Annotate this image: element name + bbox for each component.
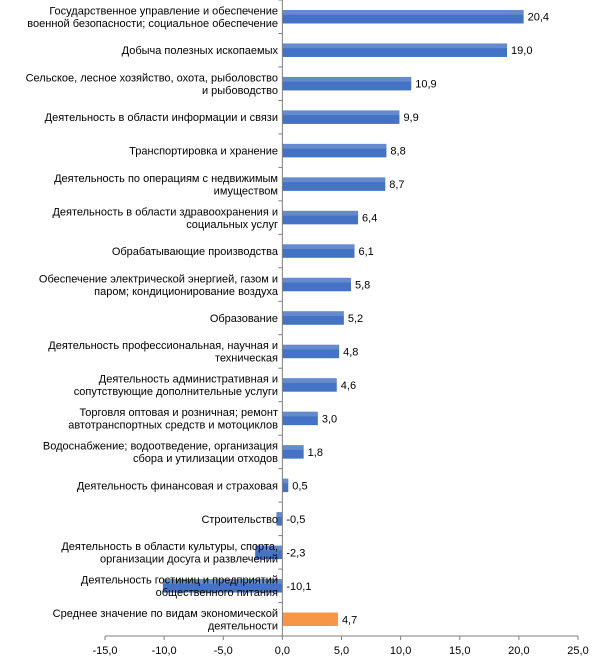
category-label: общественного питания — [156, 587, 278, 599]
x-tick-label: 20,0 — [508, 645, 529, 657]
bar-shine — [282, 378, 337, 383]
value-label: 4,7 — [342, 614, 357, 626]
value-label: 20,4 — [528, 12, 549, 24]
value-label: 9,9 — [403, 112, 418, 124]
bar — [282, 9, 524, 24]
x-tick-label: -10,0 — [152, 645, 177, 657]
category-label: Деятельность в области культуры, спорта, — [61, 541, 278, 553]
category-label: техническая — [215, 353, 278, 365]
value-label: -2,3 — [286, 547, 305, 559]
category-label: сбора и утилизации отходов — [133, 453, 278, 465]
bar-shine — [282, 411, 318, 417]
bar-shine — [162, 579, 283, 584]
category-label: деятельности — [208, 621, 278, 633]
value-label: 8,8 — [390, 146, 405, 158]
category-label: Обрабатывающие производства — [112, 246, 279, 258]
bar — [282, 244, 355, 258]
bar — [282, 43, 508, 57]
category-label: Водоснабжение; водоотведение, организаци… — [43, 441, 278, 453]
value-label: 19,0 — [511, 45, 532, 57]
category-label: Деятельность профессиональная, научная и — [48, 340, 278, 352]
x-tick-label: 5,0 — [334, 645, 349, 657]
value-label: 10,9 — [415, 79, 436, 91]
bar-shine — [282, 110, 400, 116]
bar — [282, 143, 387, 158]
category-label: Добыча полезных ископаемых — [122, 45, 279, 57]
bar — [282, 378, 337, 392]
value-label: 8,7 — [389, 179, 404, 191]
category-label: Сельское, лесное хозяйство, охота, рыбол… — [26, 72, 278, 84]
bar-shine — [282, 244, 355, 250]
category-label: организации досуга и развлечений — [100, 554, 278, 566]
category-label: сопутствующие дополнительные услуги — [74, 386, 278, 398]
bar-shine — [282, 344, 340, 350]
bar — [282, 177, 386, 191]
bar — [282, 110, 400, 124]
bar-shine — [282, 445, 304, 450]
value-label: 5,2 — [348, 313, 363, 325]
bar-shine — [282, 311, 344, 316]
category-label: Обеспечение электрической энергией, газо… — [39, 273, 278, 285]
value-label: 6,4 — [362, 213, 377, 225]
bar-shine — [282, 143, 387, 149]
bar — [282, 612, 338, 627]
bar-shine — [282, 9, 524, 15]
x-tick-label: 0,0 — [275, 645, 290, 657]
category-label: имуществом — [214, 185, 278, 197]
x-tick-label: 10,0 — [390, 645, 411, 657]
bar — [282, 76, 412, 91]
category-label: Транспортировка и хранение — [129, 146, 278, 158]
value-label: 4,8 — [343, 346, 358, 358]
bar — [255, 545, 283, 560]
category-label: паром; кондиционирование воздуха — [94, 286, 279, 298]
category-label: Деятельность в области информации и связ… — [45, 112, 278, 124]
category-label: Деятельность в области здравоохранения и — [52, 206, 278, 218]
category-label: Строительство — [201, 514, 278, 526]
category-label: военной безопасности; социальное обеспеч… — [27, 18, 278, 30]
x-tick-label: 25,0 — [567, 645, 588, 657]
bar-shine — [282, 43, 508, 49]
category-label: Среднее значение по видам экономической — [53, 608, 278, 620]
x-tick-label: -5,0 — [214, 645, 233, 657]
bar-shine — [282, 177, 386, 183]
value-label: 3,0 — [322, 413, 337, 425]
value-label: 6,1 — [359, 246, 374, 258]
bar-shine — [282, 277, 351, 283]
x-tick-label: -15,0 — [92, 645, 117, 657]
bar — [282, 210, 359, 225]
bar-shine — [276, 512, 283, 517]
value-label: 4,6 — [341, 380, 356, 392]
category-label: Деятельность по операциям с недвижимым — [54, 173, 278, 185]
bar — [162, 579, 283, 593]
value-label: -10,1 — [286, 581, 311, 593]
x-tick-label: 15,0 — [449, 645, 470, 657]
bar-shine — [282, 76, 412, 82]
category-label: Деятельность административная и — [99, 374, 278, 386]
value-label: 1,8 — [308, 447, 323, 459]
category-label: Образование — [210, 313, 278, 325]
bar — [276, 512, 283, 526]
bar — [282, 478, 289, 493]
category-label: социальных услуг — [186, 219, 278, 231]
bar — [282, 277, 351, 292]
bar — [282, 344, 340, 359]
bar — [282, 311, 344, 325]
value-label: 5,8 — [355, 280, 370, 292]
category-label: Торговля оптовая и розничная; ремонт — [79, 407, 278, 419]
value-label: -0,5 — [286, 514, 305, 526]
value-label: 0,5 — [292, 480, 307, 492]
bar-shine — [282, 478, 289, 484]
category-label: Деятельность гостиниц и предприятий — [81, 575, 278, 587]
category-label: Государственное управление и обеспечение — [49, 5, 278, 17]
bar-shine — [282, 210, 359, 216]
bar — [282, 445, 304, 459]
bar-shine — [255, 545, 283, 551]
category-label: и рыбоводство — [202, 85, 278, 97]
category-label: автотранспортных средств и мотоциклов — [68, 420, 278, 432]
category-label: Деятельность финансовая и страховая — [77, 480, 278, 492]
bar — [282, 411, 318, 426]
